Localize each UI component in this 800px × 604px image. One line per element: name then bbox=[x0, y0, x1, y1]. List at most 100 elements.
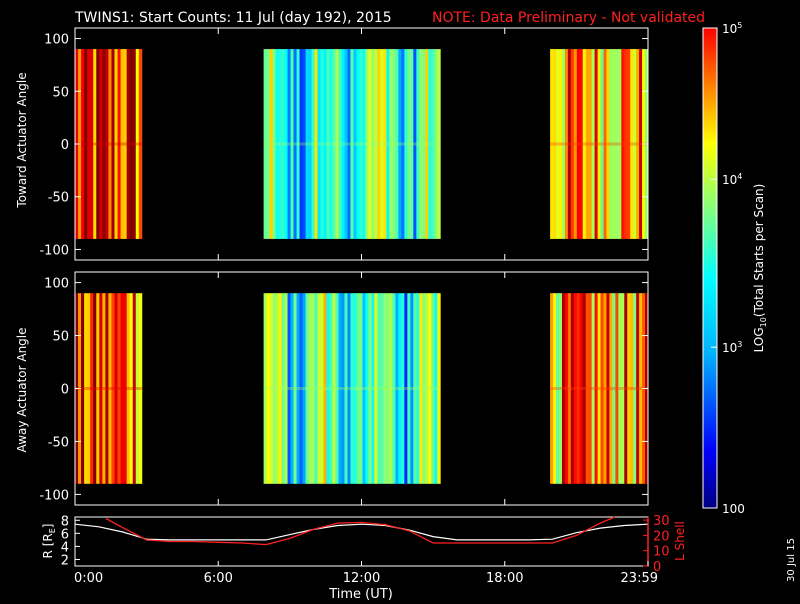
heatmap-column bbox=[374, 49, 378, 239]
heatmap-column bbox=[314, 293, 318, 484]
heatmap-column bbox=[428, 49, 432, 239]
heatmap-column bbox=[606, 49, 610, 239]
heatmap-column bbox=[615, 49, 619, 239]
heatmap-column bbox=[573, 293, 578, 484]
heatmap-column bbox=[284, 49, 288, 239]
heatmap-column bbox=[138, 293, 143, 484]
heatmap-column bbox=[278, 293, 282, 484]
time-tick-label: 12:00 bbox=[343, 571, 380, 586]
heatmap-column bbox=[371, 293, 375, 484]
heatmap-column bbox=[573, 49, 578, 239]
heatmap-column bbox=[597, 49, 601, 239]
heatmap-column bbox=[305, 49, 309, 239]
heatmap-column bbox=[93, 49, 97, 239]
heatmap-column bbox=[335, 293, 339, 484]
heatmap-column bbox=[317, 293, 321, 484]
heatmap-column bbox=[561, 49, 566, 239]
heatmap-column bbox=[120, 293, 125, 484]
heatmap-column bbox=[591, 49, 596, 239]
heatmap-column bbox=[132, 49, 137, 239]
heatmap-column bbox=[407, 293, 411, 484]
heatmap-column bbox=[630, 293, 634, 484]
heatmap-column bbox=[90, 49, 94, 239]
heatmap-column bbox=[556, 293, 560, 484]
r-ylabel-sub: E bbox=[48, 528, 57, 533]
heatmap-column bbox=[416, 49, 420, 239]
heatmap-column bbox=[550, 293, 554, 484]
heatmap-column bbox=[308, 49, 312, 239]
colorbar-tick-label: 103 bbox=[722, 340, 742, 355]
heatmap-column bbox=[323, 49, 327, 239]
toward-actuator-panel: 100 50 0 -50 -100 bbox=[39, 27, 649, 261]
heatmap-column bbox=[609, 49, 613, 239]
heatmap-column bbox=[350, 49, 354, 239]
heatmap-column bbox=[93, 293, 97, 484]
heatmap-column bbox=[588, 293, 593, 484]
heatmap-column bbox=[129, 49, 134, 239]
heatmap-column bbox=[317, 49, 321, 239]
lshell-tick-label: 10 bbox=[653, 545, 670, 560]
zero-angle-band bbox=[263, 142, 441, 146]
heatmap-column bbox=[269, 49, 273, 239]
heatmap-column bbox=[389, 293, 393, 484]
heatmap-column bbox=[576, 293, 581, 484]
lshell-ylabel: L Shell bbox=[673, 521, 687, 561]
y-tick-label: 100 bbox=[44, 33, 69, 48]
heatmap-column bbox=[332, 293, 336, 484]
r-ylabel: R [RE] bbox=[41, 524, 57, 559]
heatmap-column bbox=[341, 49, 345, 239]
heatmap-column bbox=[266, 49, 270, 239]
heatmap-column bbox=[550, 49, 554, 239]
heatmap-column bbox=[272, 49, 276, 239]
heatmap-column bbox=[374, 293, 378, 484]
heatmap-column bbox=[108, 293, 112, 484]
y-tick-label: -50 bbox=[48, 435, 69, 450]
heatmap-column bbox=[615, 293, 619, 484]
heatmap-column bbox=[621, 49, 625, 239]
heatmap-column bbox=[311, 293, 315, 484]
heatmap-column bbox=[618, 293, 622, 484]
heatmap-column bbox=[132, 293, 137, 484]
heatmap-column bbox=[293, 293, 297, 484]
heatmap-column bbox=[633, 293, 637, 484]
heatmap-column bbox=[368, 293, 372, 484]
heatmap-column bbox=[600, 49, 604, 239]
r-tick-label: 6 bbox=[61, 527, 69, 542]
heatmap-column bbox=[380, 293, 384, 484]
heatmap-column bbox=[639, 293, 643, 484]
heatmap-column bbox=[600, 293, 604, 484]
y-tick-label: 0 bbox=[61, 138, 69, 153]
heatmap-column bbox=[389, 49, 393, 239]
l-shell-line bbox=[105, 516, 615, 546]
heatmap-column bbox=[636, 49, 640, 239]
heatmap-column bbox=[419, 49, 423, 239]
heatmap-column bbox=[344, 293, 348, 484]
heatmap-column bbox=[627, 293, 631, 484]
heatmap-column bbox=[567, 49, 572, 239]
heatmap-column bbox=[347, 49, 351, 239]
heatmap-column bbox=[398, 293, 402, 484]
r-ylabel-end: ] bbox=[41, 524, 55, 529]
heatmap-column bbox=[326, 49, 330, 239]
time-tick-label: 23:59 bbox=[621, 571, 658, 586]
heatmap-column bbox=[395, 293, 399, 484]
zero-angle-band bbox=[550, 142, 648, 146]
heatmap-column bbox=[87, 49, 91, 239]
time-tick-label: 0:00 bbox=[74, 571, 103, 586]
heatmap-column bbox=[99, 293, 103, 484]
heatmap-column bbox=[314, 49, 318, 239]
heatmap-column bbox=[365, 293, 369, 484]
colorbar-label-sub: 10 bbox=[759, 317, 768, 327]
heatmap-column bbox=[585, 293, 590, 484]
heatmap-column bbox=[553, 293, 557, 484]
away-actuator-panel: 100 50 0 -50 -100 bbox=[39, 271, 649, 506]
heatmap-column bbox=[87, 293, 91, 484]
heatmap-column bbox=[263, 293, 267, 484]
heatmap-column bbox=[559, 293, 563, 484]
heatmap-column bbox=[428, 293, 432, 484]
heatmap-column bbox=[332, 49, 336, 239]
colorbar-label: LOG10(Total Starts per Scan) bbox=[752, 184, 768, 353]
heatmap-column bbox=[305, 293, 309, 484]
